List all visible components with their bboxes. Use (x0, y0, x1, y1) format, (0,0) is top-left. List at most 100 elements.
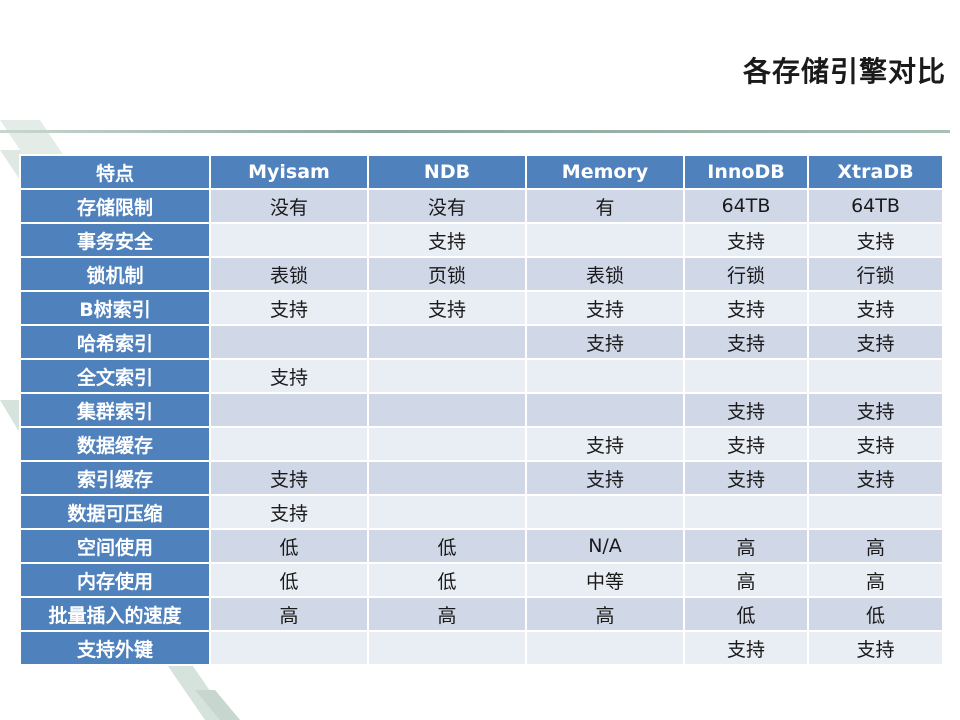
table-cell: 高 (209, 596, 369, 632)
table-cell: 支持 (807, 630, 944, 666)
table-cell: 支持 (683, 324, 809, 360)
header-engine: Myisam (209, 154, 369, 190)
table-cell: 支持 (683, 426, 809, 462)
table-cell: 高 (807, 528, 944, 564)
table-cell: 低 (367, 528, 527, 564)
table-cell: 低 (367, 562, 527, 598)
table-row: B树索引 支持 支持 支持 支持 支持 (19, 290, 944, 326)
row-feature-label: 支持外键 (19, 630, 211, 666)
table-cell (525, 358, 685, 394)
header-feature: 特点 (19, 154, 211, 190)
table-cell: 64TB (807, 188, 944, 224)
table-cell: 行锁 (683, 256, 809, 292)
table-cell: 高 (367, 596, 527, 632)
row-feature-label: 存储限制 (19, 188, 211, 224)
row-feature-label: 批量插入的速度 (19, 596, 211, 632)
header-engine: InnoDB (683, 154, 809, 190)
header-engine: XtraDB (807, 154, 944, 190)
table-cell (525, 222, 685, 258)
table-cell: N/A (525, 528, 685, 564)
table-cell (367, 392, 527, 428)
row-feature-label: 全文索引 (19, 358, 211, 394)
table-row: 数据缓存 支持 支持 支持 (19, 426, 944, 462)
table-cell: 中等 (525, 562, 685, 598)
table-cell (525, 630, 685, 666)
table-cell: 支持 (525, 460, 685, 496)
table-cell: 支持 (807, 290, 944, 326)
header-engine: Memory (525, 154, 685, 190)
table-cell (367, 324, 527, 360)
table-cell (209, 426, 369, 462)
table-cell: 64TB (683, 188, 809, 224)
header-engine: NDB (367, 154, 527, 190)
table-cell: 高 (525, 596, 685, 632)
table-cell (525, 494, 685, 530)
table-cell: 支持 (367, 290, 527, 326)
table-cell: 支持 (683, 392, 809, 428)
table-row: 支持外键 支持 支持 (19, 630, 944, 666)
title-divider (0, 130, 950, 133)
table-cell: 支持 (209, 290, 369, 326)
table-cell: 支持 (807, 460, 944, 496)
row-feature-label: 事务安全 (19, 222, 211, 258)
table-cell: 表锁 (209, 256, 369, 292)
table-cell: 没有 (367, 188, 527, 224)
table-row: 存储限制 没有 没有有 64TB 64TB (19, 188, 944, 224)
table-cell: 支持 (525, 324, 685, 360)
row-feature-label: 集群索引 (19, 392, 211, 428)
table-cell (367, 358, 527, 394)
table-cell: 支持 (209, 358, 369, 394)
row-feature-label: 哈希索引 (19, 324, 211, 360)
table-cell (525, 392, 685, 428)
table-cell: 支持 (683, 460, 809, 496)
row-feature-label: 内存使用 (19, 562, 211, 598)
table-cell: 支持 (807, 222, 944, 258)
table-cell: 高 (807, 562, 944, 598)
table-header: 特点 Myisam NDB Memory InnoDB XtraDB (19, 154, 944, 190)
table-cell (209, 324, 369, 360)
row-feature-label: B树索引 (19, 290, 211, 326)
header-row: 特点 Myisam NDB Memory InnoDB XtraDB (19, 154, 944, 190)
table-cell (367, 494, 527, 530)
table-cell (807, 494, 944, 530)
table-row: 锁机制 表锁 页锁 表锁 行锁 行锁 (19, 256, 944, 292)
table-cell: 支持 (367, 222, 527, 258)
row-feature-label: 空间使用 (19, 528, 211, 564)
table-cell (807, 358, 944, 394)
table-row: 集群索引 支持 支持 (19, 392, 944, 428)
table-cell (367, 630, 527, 666)
table-cell: 有 (525, 188, 685, 224)
table-cell: 支持 (683, 222, 809, 258)
table-row: 事务安全 支持 支持 支持 (19, 222, 944, 258)
table-cell (367, 426, 527, 462)
table-body: 存储限制 没有 没有有 64TB 64TB 事务安全 支持 支持 支持 锁机制 表锁 页锁 表锁 行锁 行锁… (19, 188, 944, 666)
table-cell: 支持 (525, 426, 685, 462)
table-cell: 高 (683, 528, 809, 564)
table-cell: 支持 (807, 392, 944, 428)
engine-comparison-table: 特点 Myisam NDB Memory InnoDB XtraDB 存储限制 没有 没有有 6… (19, 154, 944, 666)
table-cell: 低 (683, 596, 809, 632)
table-cell (683, 494, 809, 530)
table-row: 索引缓存 支持 支持 支持 支持 (19, 460, 944, 496)
row-feature-label: 索引缓存 (19, 460, 211, 496)
table-cell: 支持 (807, 426, 944, 462)
row-feature-label: 数据缓存 (19, 426, 211, 462)
slide-title: 各存储引擎对比 (742, 55, 946, 88)
table-row: 哈希索引 支持 支持 支持 (19, 324, 944, 360)
table-cell: 支持 (525, 290, 685, 326)
table-cell: 支持 (683, 290, 809, 326)
table-cell: 低 (807, 596, 944, 632)
table-cell (683, 358, 809, 394)
table-cell (367, 460, 527, 496)
table-cell: 页锁 (367, 256, 527, 292)
table-cell: 支持 (683, 630, 809, 666)
table-cell: 支持 (209, 460, 369, 496)
table-row: 全文索引 支持 (19, 358, 944, 394)
table-cell (209, 630, 369, 666)
table-cell: 没有 (209, 188, 369, 224)
table-row: 批量插入的速度高高高低低 (19, 596, 944, 632)
row-feature-label: 锁机制 (19, 256, 211, 292)
table-cell: 支持 (807, 324, 944, 360)
table-row: 空间使用低低 N/A 高高 (19, 528, 944, 564)
